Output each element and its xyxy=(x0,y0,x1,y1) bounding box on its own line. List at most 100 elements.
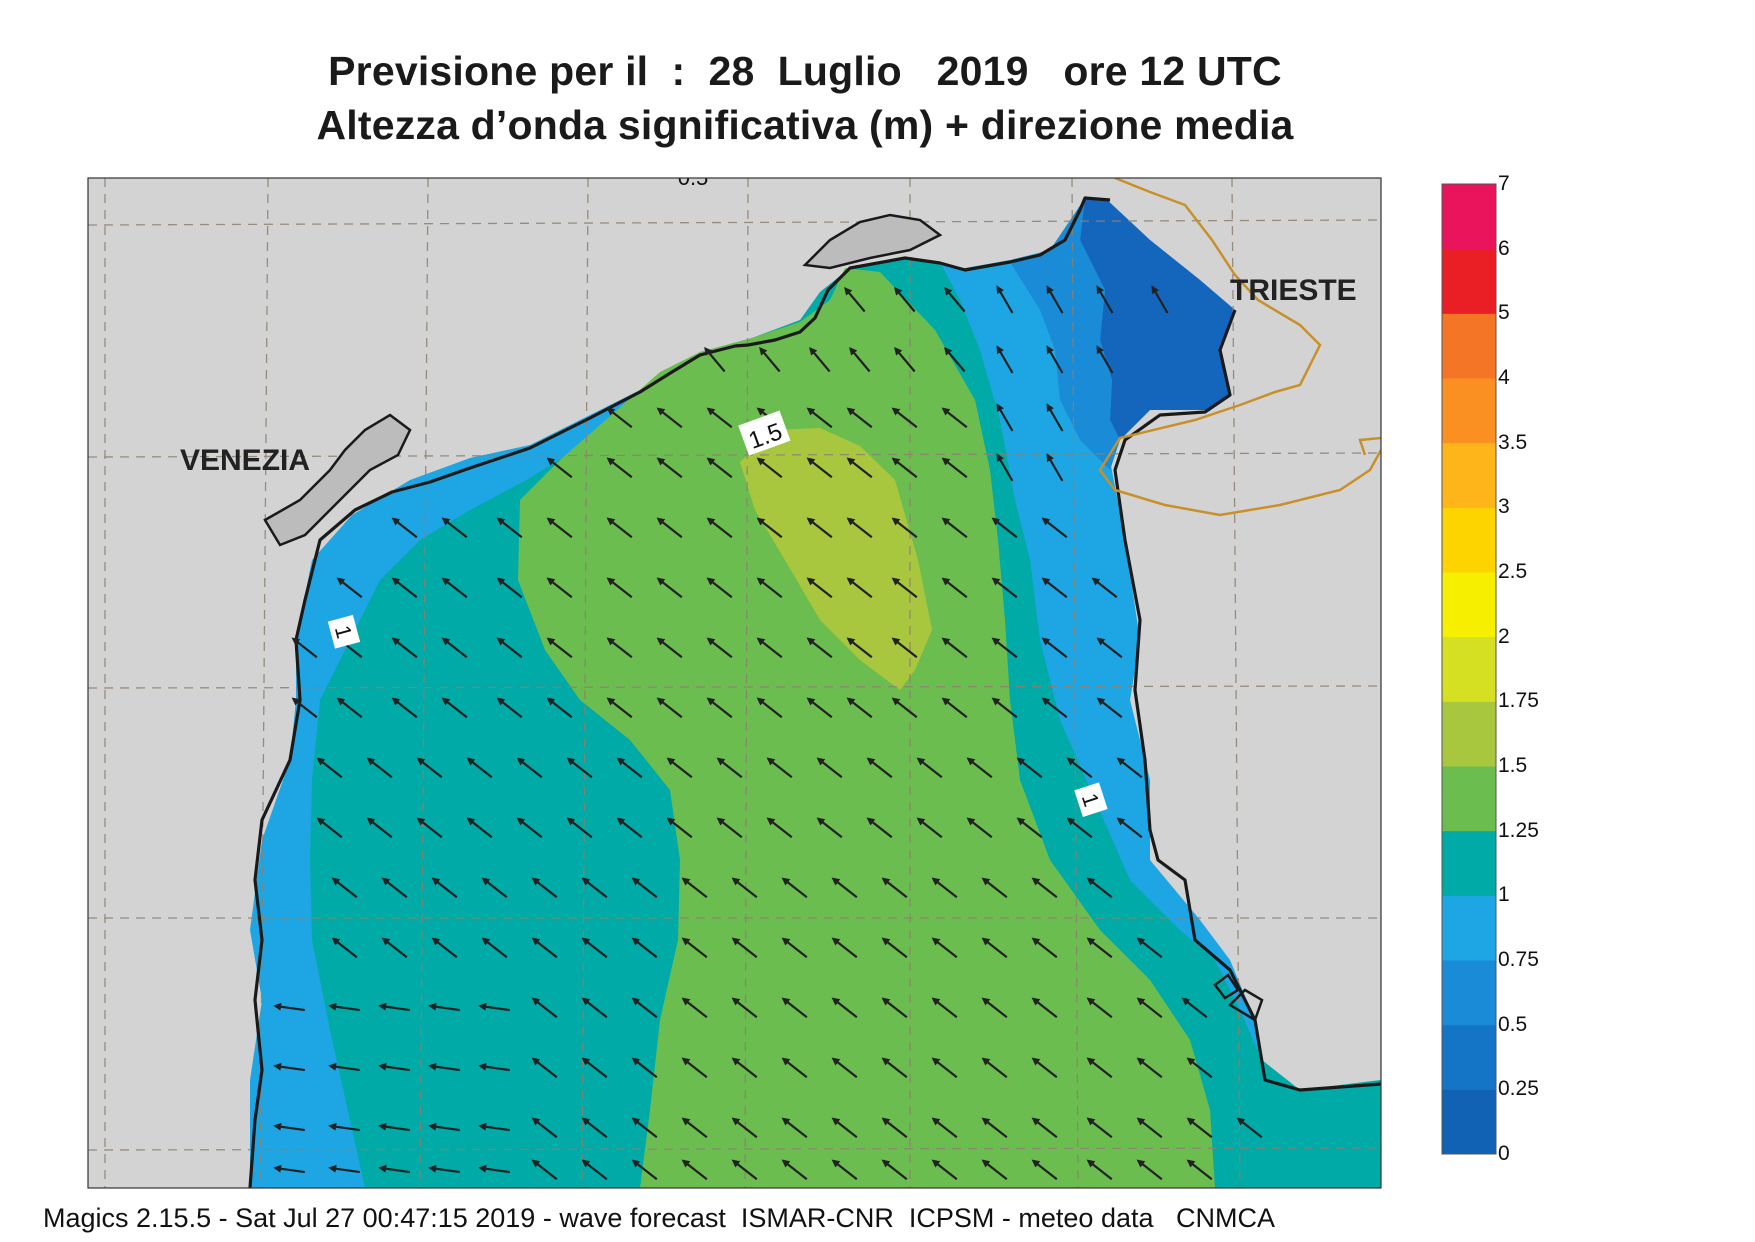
wave-direction-arrow xyxy=(916,817,943,839)
wave-direction-arrow xyxy=(1016,817,1043,839)
wave-direction-arrow xyxy=(656,407,683,429)
wave-direction-arrow xyxy=(891,577,918,599)
wave-direction-arrow xyxy=(273,1122,306,1132)
wave-direction-arrow xyxy=(704,346,726,373)
wave-direction-arrow xyxy=(273,1002,306,1012)
colorbar-tick-label: 0.5 xyxy=(1498,1012,1528,1036)
wave-direction-arrow xyxy=(831,1117,858,1139)
wave-direction-arrow xyxy=(546,577,573,599)
wave-direction-arrow xyxy=(891,517,918,539)
wave-direction-arrow xyxy=(991,637,1018,659)
wave-direction-arrow xyxy=(706,577,733,599)
wave-direction-arrow xyxy=(391,697,418,719)
colorbar-tick-label: 5 xyxy=(1498,301,1510,325)
coastline-istria xyxy=(1113,309,1381,1092)
wave-direction-arrow xyxy=(378,1002,411,1012)
colorbar-swatch xyxy=(1442,442,1496,508)
wave-direction-arrow xyxy=(991,577,1018,599)
wave-direction-arrow xyxy=(806,457,833,479)
wave-direction-arrow xyxy=(1046,403,1064,432)
wave-direction-arrow xyxy=(716,757,743,779)
wave-direction-arrow xyxy=(441,697,468,719)
wave-direction-arrow xyxy=(478,1164,511,1174)
wave-direction-arrow xyxy=(809,346,831,373)
wave-direction-arrow xyxy=(706,457,733,479)
wave-direction-arrow xyxy=(931,1117,958,1139)
wave-direction-arrow xyxy=(1031,877,1058,899)
wave-direction-arrow xyxy=(991,517,1018,539)
wave-direction-arrow xyxy=(581,1057,608,1079)
wave-direction-arrow xyxy=(566,817,593,839)
wave-direction-arrow xyxy=(606,517,633,539)
wave-direction-arrow xyxy=(616,817,643,839)
colorbar-tick-label: 7 xyxy=(1498,172,1510,195)
wave-direction-arrow xyxy=(391,637,418,659)
map-title: Previsione per il : 28 Luglio 2019 ore 1… xyxy=(328,48,1282,94)
colorbar-tick-label: 1.25 xyxy=(1498,818,1539,842)
wave-direction-arrow xyxy=(581,937,608,959)
wave-direction-arrow xyxy=(606,457,633,479)
wave-direction-arrow xyxy=(546,457,573,479)
wave-direction-arrow xyxy=(816,817,843,839)
wave-direction-arrow xyxy=(1086,1057,1113,1079)
wave-direction-arrow xyxy=(291,637,318,659)
wave-direction-arrow xyxy=(756,457,783,479)
wave-direction-arrow xyxy=(428,1002,461,1012)
wave-direction-arrow xyxy=(391,577,418,599)
wave-direction-arrow xyxy=(531,1159,558,1181)
wave-direction-arrow xyxy=(1136,1117,1163,1139)
wave-direction-arrow xyxy=(531,1057,558,1079)
wave-direction-arrow xyxy=(759,346,781,373)
colorbar-swatch xyxy=(1442,572,1496,638)
wave-direction-arrow xyxy=(1041,697,1068,719)
wave-direction-arrow xyxy=(291,697,318,719)
wave-direction-arrow xyxy=(681,997,708,1019)
border-line xyxy=(1358,436,1381,456)
wave-direction-arrow xyxy=(1031,997,1058,1019)
wave-direction-arrow xyxy=(731,1057,758,1079)
wave-direction-arrow xyxy=(381,937,408,959)
wave-direction-arrow xyxy=(316,757,343,779)
wave-direction-arrow xyxy=(781,1159,808,1181)
wave-direction-arrow xyxy=(656,457,683,479)
wave-direction-arrow xyxy=(631,1159,658,1181)
colorbar-tick-label: 3.5 xyxy=(1498,430,1528,454)
wave-direction-arrow xyxy=(931,937,958,959)
sea-band-025-05 xyxy=(1080,198,1235,440)
wave-direction-arrow xyxy=(566,757,593,779)
wave-direction-arrow xyxy=(996,345,1014,374)
wave-direction-arrow xyxy=(881,1159,908,1181)
map-area: 1.5 1 1 0.5 VENEZIA TRIESTE xyxy=(88,178,1381,1188)
wave-direction-arrow xyxy=(466,817,493,839)
wave-direction-arrow xyxy=(1031,937,1058,959)
wave-direction-arrow xyxy=(816,757,843,779)
coastline xyxy=(248,196,1111,1188)
colorbar-tick-label: 2 xyxy=(1498,624,1510,648)
wave-direction-arrow xyxy=(1046,285,1064,314)
colorbar-swatch xyxy=(1442,313,1496,379)
wave-direction-arrow xyxy=(546,517,573,539)
wave-direction-arrow xyxy=(1136,1057,1163,1079)
wave-direction-arrow xyxy=(631,1057,658,1079)
wave-direction-arrow xyxy=(931,997,958,1019)
wave-direction-arrow xyxy=(706,407,733,429)
wave-direction-arrow xyxy=(981,877,1008,899)
wave-direction-arrow xyxy=(581,1117,608,1139)
wave-direction-arrow xyxy=(831,877,858,899)
wave-direction-arrow xyxy=(441,637,468,659)
colorbar-swatch xyxy=(1442,1024,1496,1090)
wave-direction-arrow xyxy=(328,1122,361,1132)
wave-direction-arrow xyxy=(441,517,468,539)
wave-direction-arrow xyxy=(481,937,508,959)
wave-direction-arrow xyxy=(766,817,793,839)
wave-direction-arrow xyxy=(431,877,458,899)
wave-direction-arrow xyxy=(866,757,893,779)
wave-direction-arrow xyxy=(666,817,693,839)
wave-direction-arrow xyxy=(1066,817,1093,839)
colorbar-tick-label: 1.75 xyxy=(1498,689,1539,713)
city-label-trieste: TRIESTE xyxy=(1230,274,1357,307)
wave-direction-arrow xyxy=(656,637,683,659)
wave-direction-arrow xyxy=(378,1062,411,1072)
colorbar-tick-label: 0.75 xyxy=(1498,948,1539,971)
wave-direction-arrow xyxy=(606,577,633,599)
